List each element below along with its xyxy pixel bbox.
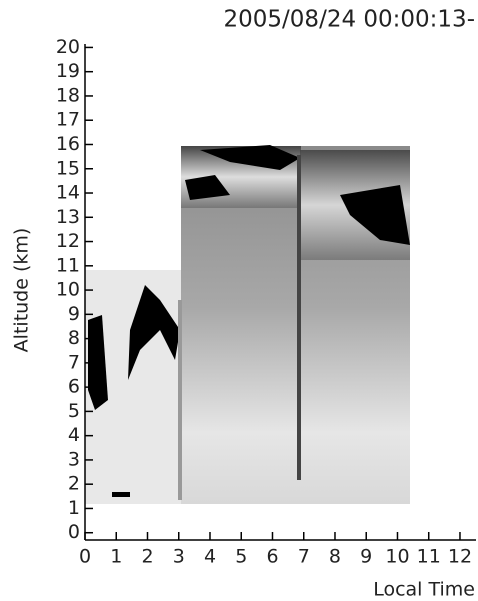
x-tick-label: 1 <box>110 546 122 568</box>
x-tick-label: 0 <box>79 546 91 568</box>
lidar-image <box>85 145 410 504</box>
y-tick-label: 13 <box>56 206 80 228</box>
y-tick-label: 12 <box>56 230 80 252</box>
chart-title: 2005/08/24 00:00:13- <box>224 7 475 33</box>
y-tick-label: 1 <box>68 497 80 519</box>
x-tick-label: 6 <box>266 546 278 568</box>
x-tick-label: 11 <box>417 546 441 568</box>
y-tick-label: 0 <box>68 521 80 543</box>
y-tick-label: 3 <box>68 448 80 470</box>
y-tick-label: 4 <box>68 424 80 446</box>
y-tick-label: 16 <box>56 133 80 155</box>
y-tick-label: 19 <box>56 60 80 82</box>
y-tick-label: 20 <box>56 36 80 58</box>
x-tick-label: 4 <box>204 546 216 568</box>
x-tick-label: 5 <box>235 546 247 568</box>
y-tick-label: 15 <box>56 157 80 179</box>
y-tick-label: 6 <box>68 376 80 398</box>
y-tick-label: 18 <box>56 84 80 106</box>
y-tick-label: 2 <box>68 473 80 495</box>
y-axis-label: Altitude (km) <box>11 228 33 353</box>
x-tick-label: 7 <box>298 546 310 568</box>
axes <box>84 44 476 541</box>
y-tick-label: 17 <box>56 109 80 131</box>
y-tick-label: 5 <box>68 400 80 422</box>
y-tick-label: 14 <box>56 182 80 204</box>
x-tick-label: 8 <box>329 546 341 568</box>
x-tick-label: 3 <box>173 546 185 568</box>
y-tick-label: 8 <box>68 327 80 349</box>
y-tick-label: 11 <box>56 254 80 276</box>
y-tick-label: 9 <box>68 303 80 325</box>
x-tick-label: 9 <box>360 546 372 568</box>
x-axis-label: Local Time <box>373 579 475 601</box>
x-tick-label: 10 <box>385 546 409 568</box>
x-tick-label: 12 <box>448 546 472 568</box>
x-tick-label: 2 <box>141 546 153 568</box>
y-tick-label: 10 <box>56 279 80 301</box>
y-tick-label: 7 <box>68 351 80 373</box>
